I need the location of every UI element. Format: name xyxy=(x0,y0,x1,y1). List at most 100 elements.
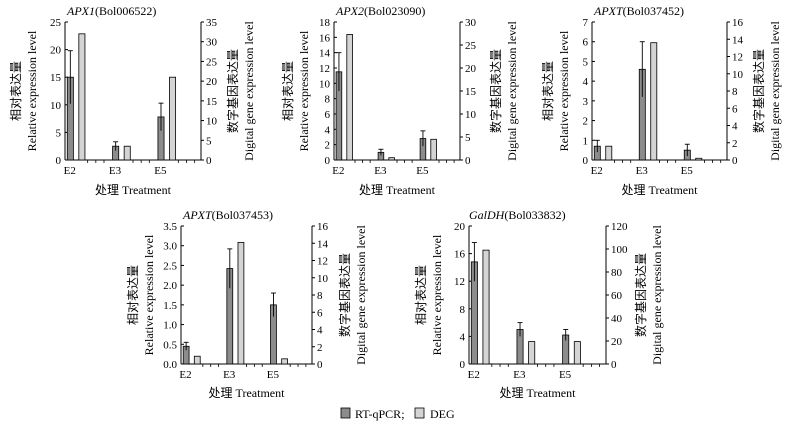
left-tick-label: 1 xyxy=(583,135,589,147)
panel-title-id: (Bol023090) xyxy=(364,4,425,18)
bar-deg-E3 xyxy=(123,145,131,161)
right-tick-label: 6 xyxy=(732,103,738,115)
y-left-label-cn: 相对表达量 xyxy=(126,265,140,325)
right-tick-label: 25 xyxy=(465,40,477,52)
y-right-label-cn: 数字基因表达量 xyxy=(488,49,503,133)
panel-title-gene: GalDH xyxy=(469,208,506,222)
right-tick-label: 20 xyxy=(611,336,623,348)
panel-title: APXT(Bol037452) xyxy=(593,4,684,18)
legend-swatch-rtqpcr xyxy=(340,407,351,419)
right-tick-label: 15 xyxy=(465,86,477,98)
right-tick-label: 0 xyxy=(611,359,617,371)
y-left-label-en: Relative expression level xyxy=(142,234,156,355)
left-tick-label: 3.0 xyxy=(163,241,177,253)
legend-swatch-deg xyxy=(414,407,425,419)
category-label-E5: E5 xyxy=(559,369,572,381)
right-tick-label: 0 xyxy=(465,155,471,167)
y-right-label-en: Digital gene expression level xyxy=(768,21,782,161)
left-tick-label: 4 xyxy=(325,124,331,136)
panel-title: APX2(Bol023090) xyxy=(335,4,425,18)
bar-deg-E2 xyxy=(482,249,490,365)
left-tick-label: 8 xyxy=(460,304,466,316)
left-tick-label: 16 xyxy=(454,249,466,261)
category-label-E5: E5 xyxy=(681,165,694,177)
panel-title-id: (Bol037453) xyxy=(212,208,273,222)
bar-deg-E3 xyxy=(650,42,658,161)
y-right-label-en: Digital gene expression level xyxy=(505,21,519,161)
category-label-E2: E2 xyxy=(591,165,603,177)
left-tick-label: 15 xyxy=(50,72,62,84)
left-tick-label: 14 xyxy=(319,48,331,60)
left-tick-label: 1.0 xyxy=(163,320,177,332)
y-right-label-en: Digital gene expression level xyxy=(650,225,664,365)
legend-label-deg: DEG xyxy=(430,407,455,421)
right-tick-label: 4 xyxy=(317,325,323,337)
right-tick-label: 0 xyxy=(206,155,212,167)
y-right-label-en: Digital gene expression level xyxy=(242,21,256,161)
legend: RT-qPCR; DEG xyxy=(340,407,455,421)
right-tick-label: 8 xyxy=(317,290,323,302)
left-tick-label: 6 xyxy=(583,37,589,49)
left-tick-label: 0 xyxy=(56,155,62,167)
panel-title: APX1(Bol006522) xyxy=(66,4,156,18)
left-tick-label: 5 xyxy=(56,127,62,139)
right-tick-label: 35 xyxy=(206,17,218,29)
left-tick-label: 6 xyxy=(325,109,331,121)
left-tick-label: 0.5 xyxy=(163,339,177,351)
bar-deg-E2 xyxy=(346,34,353,161)
left-tick-label: 18 xyxy=(319,17,331,29)
category-label-E3: E3 xyxy=(109,165,122,177)
left-tick-label: 12 xyxy=(319,63,330,75)
y-left-label-en: Relative expression level xyxy=(25,30,39,151)
right-tick-label: 14 xyxy=(732,34,744,46)
right-tick-label: 80 xyxy=(611,267,623,279)
right-tick-label: 0 xyxy=(732,155,738,167)
left-tick-label: 2.0 xyxy=(163,280,177,292)
y-right-label-cn: 数字基因表达量 xyxy=(633,253,648,337)
right-tick-label: 100 xyxy=(611,244,628,256)
left-tick-label: 0 xyxy=(325,155,331,167)
left-tick-label: 20 xyxy=(50,45,62,57)
right-tick-label: 10 xyxy=(465,109,477,121)
category-label-E3: E3 xyxy=(374,165,387,177)
left-tick-label: 0 xyxy=(460,359,466,371)
panel-title: GalDH(Bol033832) xyxy=(469,208,566,222)
bar-deg-E5 xyxy=(281,358,288,365)
panel-1: APX1(Bol006522) 0 5 10 15 20 25 0 5 10 15 20 25 30 35 E… xyxy=(9,4,256,197)
left-tick-label: 10 xyxy=(319,78,331,90)
y-right-label-en: Digital gene expression level xyxy=(354,225,368,365)
category-label-E5: E5 xyxy=(267,369,280,381)
panel-title-id: (Bol037452) xyxy=(623,4,684,18)
right-tick-label: 8 xyxy=(732,86,738,98)
y-left-label-en: Relative expression level xyxy=(557,30,571,151)
right-tick-label: 15 xyxy=(206,96,218,108)
left-tick-label: 8 xyxy=(325,94,331,106)
left-tick-label: 3 xyxy=(583,96,589,108)
bar-deg-E3 xyxy=(528,341,536,365)
right-tick-label: 16 xyxy=(732,17,744,29)
right-tick-label: 40 xyxy=(611,313,623,325)
right-tick-label: 20 xyxy=(206,76,218,88)
y-left-label-cn: 相对表达量 xyxy=(9,61,23,121)
right-tick-label: 5 xyxy=(206,135,212,147)
panel-5: GalDH(Bol033832) 0 4 8 12 16 20 0 20 40 60 80 100 120… xyxy=(414,208,664,400)
left-tick-label: 0.0 xyxy=(163,359,177,371)
right-tick-label: 25 xyxy=(206,56,218,68)
x-axis-label: 处理 Treatment xyxy=(359,183,436,197)
left-tick-label: 2 xyxy=(325,140,331,152)
left-tick-label: 10 xyxy=(50,100,62,112)
panel-title: APXT(Bol037453) xyxy=(182,208,273,222)
bar-deg-E2 xyxy=(78,33,86,161)
panel-title-id: (Bol006522) xyxy=(95,4,156,18)
left-tick-label: 0 xyxy=(583,155,589,167)
y-left-label-en: Relative expression level xyxy=(430,234,444,355)
left-tick-label: 2.5 xyxy=(163,260,177,272)
y-left-label-cn: 相对表达量 xyxy=(414,265,428,325)
category-label-E5: E5 xyxy=(154,165,167,177)
right-tick-label: 5 xyxy=(465,132,471,144)
bar-deg-E2 xyxy=(605,145,613,161)
bar-deg-E2 xyxy=(193,355,201,365)
category-label-E3: E3 xyxy=(636,165,649,177)
y-right-label-cn: 数字基因表达量 xyxy=(225,49,240,133)
